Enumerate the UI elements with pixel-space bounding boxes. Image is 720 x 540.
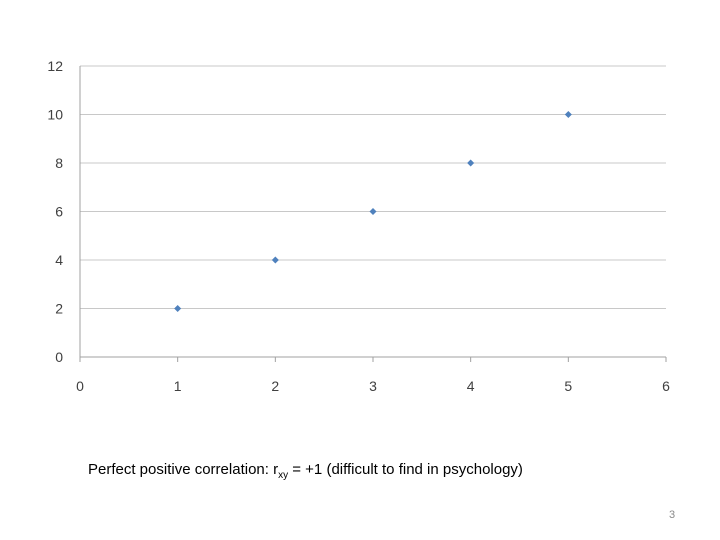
caption-suffix: = +1 (difficult to find in psychology) [288,461,523,478]
y-tick-labels: 0 2 4 6 8 10 12 [47,58,63,365]
y-tick-label: 0 [55,349,63,365]
y-tick-label: 4 [55,252,63,268]
caption-subscript: xy [278,470,289,481]
y-tick-label: 12 [47,58,63,74]
x-tick-label: 5 [564,378,572,394]
x-tick-label: 3 [369,378,377,394]
x-tick-label: 4 [467,378,475,394]
y-tick-label: 10 [47,107,63,123]
x-tick-label: 2 [271,378,279,394]
data-point [369,208,377,215]
data-point [174,305,182,312]
x-tick-labels: 0 1 2 3 4 5 6 [76,378,670,394]
x-tick-label: 0 [76,378,84,394]
caption: Perfect positive correlation: rxy = +1 (… [88,461,523,481]
x-tick-label: 6 [662,378,670,394]
page-number: 3 [669,509,676,521]
axes [79,66,667,362]
y-tick-label: 8 [55,155,63,171]
data-points [174,111,572,312]
data-point [271,256,279,264]
gridlines [80,65,666,309]
x-tick-label: 1 [174,378,182,394]
y-tick-label: 6 [55,204,63,220]
data-point [467,159,475,167]
y-tick-label: 2 [55,301,63,317]
caption-prefix: Perfect positive correlation: r [88,461,279,478]
data-point [564,111,572,118]
